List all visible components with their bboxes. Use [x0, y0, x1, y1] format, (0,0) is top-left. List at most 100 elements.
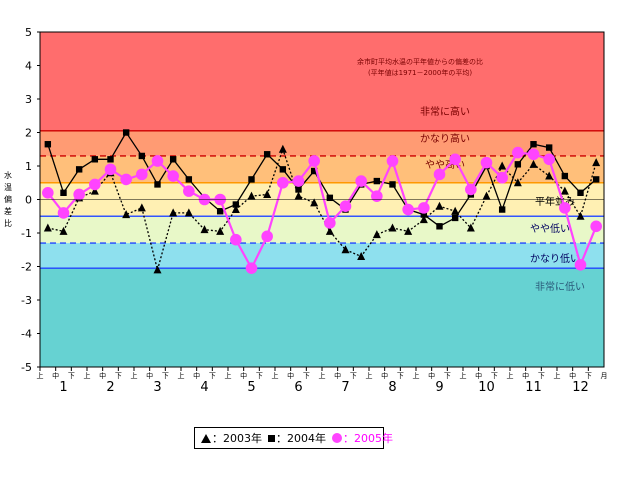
point-2004 — [561, 172, 569, 180]
point-2004 — [185, 176, 193, 183]
point-2003 — [466, 223, 475, 232]
month-label: 12 — [572, 380, 589, 395]
point-2004 — [122, 129, 130, 136]
period-label: 下 — [303, 372, 310, 380]
point-2003 — [43, 223, 52, 232]
legend-item-2004: ： 2004年 — [268, 430, 326, 446]
period-label: 上 — [366, 371, 373, 380]
period-label: 下 — [68, 372, 75, 380]
legend-label-2005: 2005年 — [354, 432, 393, 445]
point-2005 — [574, 259, 587, 271]
point-2005 — [339, 200, 352, 212]
point-2004 — [154, 181, 161, 188]
chart-title: 余市町平均水温の平年値からの偏差の比 — [357, 57, 483, 66]
legend-label-2003: 2003年 — [223, 432, 262, 445]
y-tick-label: 4 — [25, 60, 32, 73]
series-line-2004年 — [47, 131, 597, 228]
point-2004 — [44, 141, 52, 148]
point-2004 — [216, 208, 224, 215]
point-2004 — [248, 176, 255, 183]
period-label: 中 — [146, 371, 153, 380]
period-label: 下 — [115, 372, 122, 380]
point-2003 — [278, 144, 287, 153]
point-2005 — [167, 170, 179, 182]
period-label: 上 — [272, 371, 279, 380]
period-label: 上 — [178, 371, 185, 380]
y-tick-label: 1 — [25, 160, 32, 173]
period-label: 中 — [287, 371, 294, 380]
chart-subtitle: (平年値は1971－2000年の平均) — [368, 68, 472, 77]
point-2004 — [75, 166, 83, 173]
point-2005 — [104, 163, 117, 176]
period-label: 下 — [256, 372, 263, 380]
point-2005 — [433, 168, 446, 181]
point-2004 — [577, 189, 584, 196]
point-2004 — [232, 201, 240, 208]
point-2003 — [482, 191, 491, 200]
point-2003 — [122, 210, 131, 219]
y-tick-label: -1 — [21, 227, 32, 240]
point-2003 — [216, 226, 225, 235]
y-axis-label-char: 温 — [4, 183, 12, 192]
band-label-5: かなり低い — [530, 252, 580, 265]
period-label: 上 — [225, 371, 232, 380]
month-label: 8 — [388, 380, 396, 395]
point-2004 — [295, 186, 302, 193]
period-label: 上 — [413, 371, 420, 380]
y-tick-label: -4 — [21, 328, 32, 341]
legend-item-2005: ： 2005年 — [332, 430, 393, 446]
point-2003 — [498, 161, 507, 170]
point-2003 — [137, 203, 146, 212]
point-2003 — [294, 191, 303, 200]
month-label: 11 — [525, 380, 542, 395]
point-2005 — [73, 188, 85, 201]
point-2003 — [529, 159, 538, 168]
band-5 — [40, 243, 604, 269]
period-label: 中 — [52, 371, 59, 380]
point-2003 — [388, 223, 397, 232]
period-label: 中 — [99, 371, 106, 380]
point-2005 — [512, 146, 524, 159]
point-2003 — [90, 186, 99, 195]
point-2004 — [530, 141, 537, 148]
period-label: 中 — [193, 371, 200, 380]
point-2005 — [151, 155, 164, 167]
period-label: 中 — [569, 371, 576, 380]
point-2003 — [372, 230, 381, 239]
point-2005 — [183, 185, 195, 197]
point-2003 — [341, 245, 350, 254]
point-2003 — [513, 178, 522, 187]
y-tick-label: -2 — [21, 261, 32, 274]
point-2003 — [435, 201, 444, 210]
point-2004 — [389, 181, 396, 188]
point-2005 — [292, 175, 305, 187]
threshold-lines — [40, 130, 604, 269]
period-label: 下 — [162, 372, 169, 380]
y-tick-label: -3 — [21, 294, 32, 307]
band-0 — [40, 32, 604, 131]
point-2004 — [107, 156, 114, 163]
point-2003 — [325, 226, 334, 235]
legend-label-2004: 2004年 — [287, 432, 326, 445]
triangle-marker-icon — [201, 433, 211, 443]
y-tick-label: -5 — [21, 361, 32, 374]
point-2005 — [245, 262, 258, 274]
point-2005 — [120, 173, 132, 186]
point-2003 — [263, 189, 272, 198]
point-2004 — [545, 144, 553, 151]
point-2005 — [89, 178, 101, 191]
band-2 — [40, 155, 604, 183]
point-2004 — [592, 176, 600, 183]
point-2003 — [451, 206, 460, 215]
period-label: 中 — [334, 371, 341, 380]
point-2004 — [498, 206, 506, 213]
band-6 — [40, 268, 604, 367]
month-label: 4 — [200, 380, 208, 395]
y-axis-label-char: 水 — [4, 170, 12, 180]
legend-item-2003: ： 2003年 — [201, 430, 262, 446]
y-tick-label: 0 — [25, 194, 32, 207]
point-2005 — [465, 183, 477, 196]
point-2005 — [543, 153, 555, 166]
period-label: 上 — [319, 371, 326, 380]
point-2005 — [371, 190, 383, 202]
